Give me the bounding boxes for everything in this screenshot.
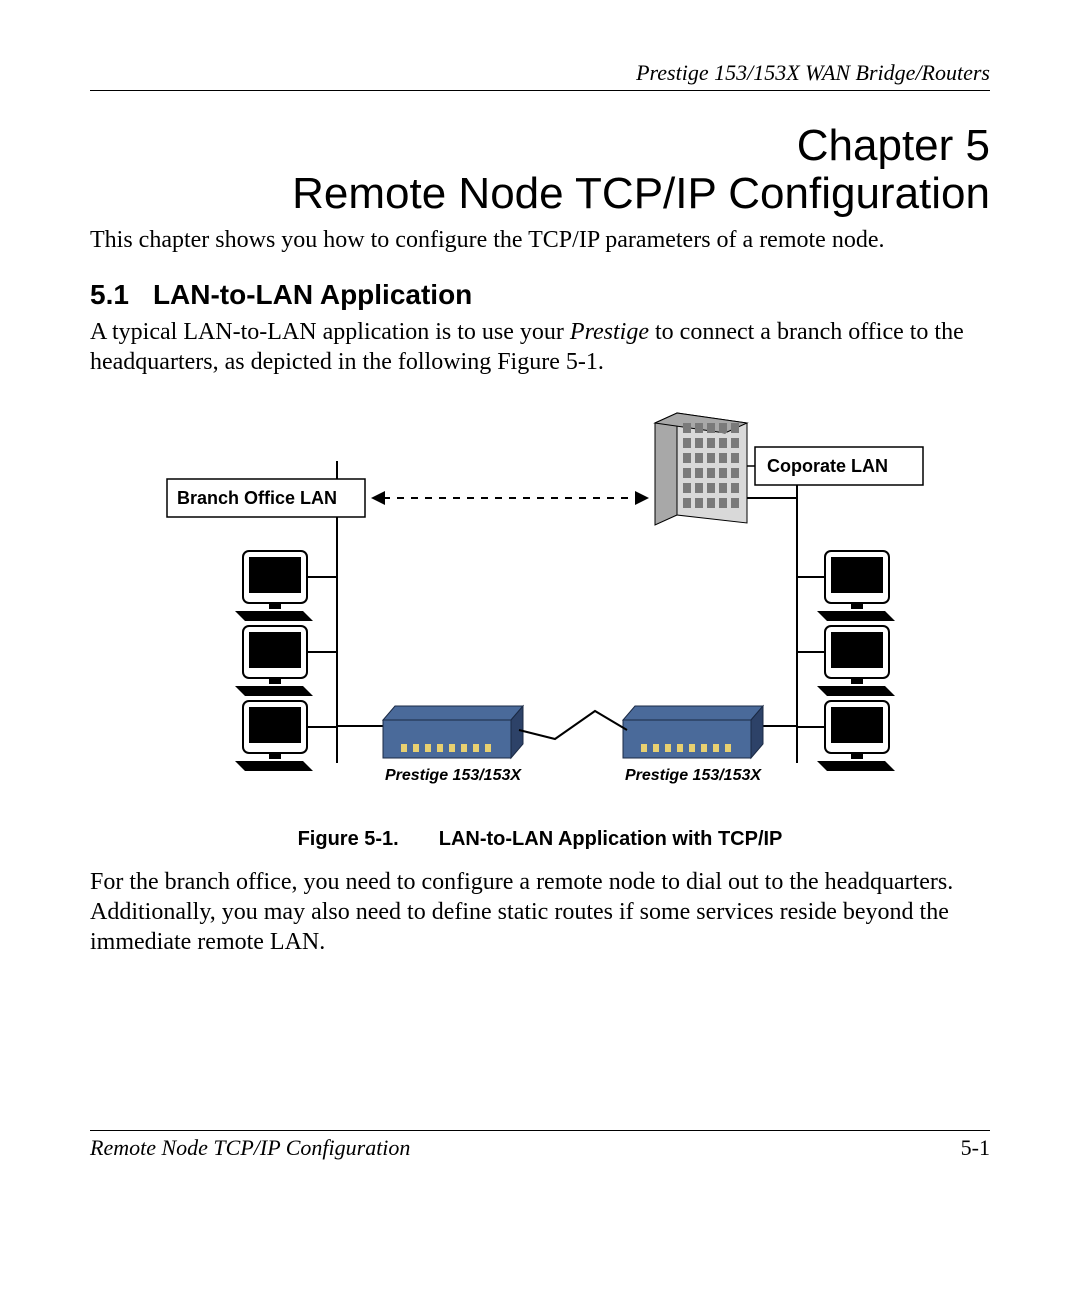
footer-rule: [90, 1130, 990, 1131]
section-body-pre: A typical LAN-to-LAN application is to u…: [90, 319, 570, 345]
intro-paragraph: This chapter shows you how to configure …: [90, 225, 990, 255]
section-number: 5.1: [90, 279, 129, 310]
svg-text:Prestige 153/153X: Prestige 153/153X: [625, 767, 762, 784]
section-body-italic: Prestige: [570, 319, 649, 345]
figure-5-1: Branch Office LAN Coporate LAN Prestige 15…: [125, 401, 955, 851]
figure-caption: Figure 5-1. LAN-to-LAN Application with T…: [125, 828, 955, 851]
page-footer: Remote Node TCP/IP Configuration 5-1: [90, 1130, 990, 1161]
section-body: A typical LAN-to-LAN application is to u…: [90, 317, 990, 377]
running-header: Prestige 153/153X WAN Bridge/Routers: [90, 60, 990, 90]
lan-to-lan-diagram: Branch Office LAN Coporate LAN Prestige 15…: [125, 401, 955, 811]
svg-text:Branch Office LAN: Branch Office LAN: [177, 488, 337, 508]
chapter-label: Chapter 5: [90, 121, 990, 171]
chapter-title: Remote Node TCP/IP Configuration: [90, 169, 990, 219]
footer-page-number: 5-1: [961, 1135, 990, 1161]
section-title: LAN-to-LAN Application: [153, 279, 472, 310]
footer-title: Remote Node TCP/IP Configuration: [90, 1135, 410, 1161]
section-heading: 5.1 LAN-to-LAN Application: [90, 279, 990, 311]
header-rule: [90, 90, 990, 91]
svg-text:Prestige 153/153X: Prestige 153/153X: [385, 767, 522, 784]
svg-text:Coporate LAN: Coporate LAN: [767, 456, 888, 476]
figure-label: Figure 5-1.: [298, 828, 399, 850]
figure-caption-text: LAN-to-LAN Application with TCP/IP: [439, 828, 783, 850]
post-figure-paragraph: For the branch office, you need to confi…: [90, 867, 990, 957]
